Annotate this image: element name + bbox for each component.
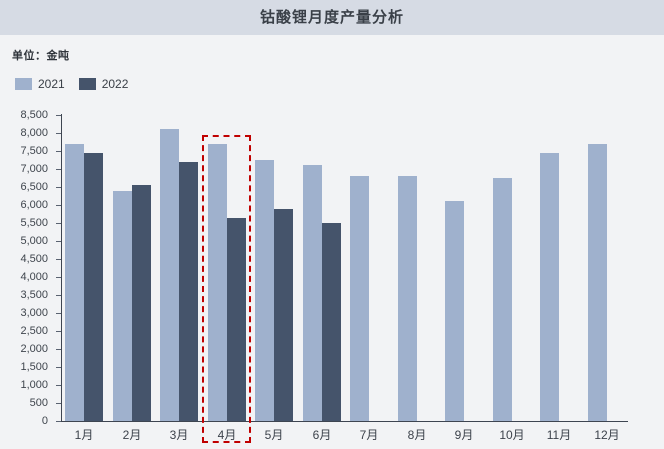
bar-2021-12月[interactable] (588, 144, 607, 421)
y-axis-tick (56, 133, 61, 134)
y-axis-tick-label: 6,500 (20, 181, 48, 193)
x-axis-tick-label: 8月 (407, 428, 427, 442)
bar-2022-4月[interactable] (227, 218, 246, 421)
y-axis-tick (56, 367, 61, 368)
bar-2021-7月[interactable] (350, 176, 369, 421)
y-axis-tick-label: 3,500 (20, 289, 48, 301)
x-axis-line (61, 421, 628, 422)
bar-2021-9月[interactable] (445, 201, 464, 421)
y-axis-tick-label: 7,500 (20, 145, 48, 157)
y-axis-tick-label: 4,000 (20, 271, 48, 283)
y-axis-tick (56, 331, 61, 332)
legend-item-2022[interactable]: 2022 (78, 77, 129, 91)
y-axis-tick-label: 6,000 (20, 199, 48, 211)
x-axis-tick-label: 9月 (454, 428, 474, 442)
title-bar: 钴酸锂月度产量分析 (0, 0, 664, 35)
bar-2021-10月[interactable] (493, 178, 512, 421)
y-axis-tick (56, 259, 61, 260)
y-axis-tick-label: 500 (29, 397, 48, 409)
bar-2021-4月[interactable] (208, 144, 227, 421)
legend-swatch-2021 (15, 78, 32, 90)
y-axis-tick-label: 7,000 (20, 163, 48, 175)
y-axis-tick-label: 0 (41, 415, 48, 427)
bar-2022-3月[interactable] (179, 162, 198, 421)
y-axis-tick (56, 205, 61, 206)
y-axis-tick (56, 277, 61, 278)
y-axis-tick (56, 349, 61, 350)
y-axis-tick (56, 151, 61, 152)
bar-2022-6月[interactable] (322, 223, 341, 421)
y-axis-tick-label: 2,500 (20, 325, 48, 337)
y-axis-tick-label: 1,500 (20, 361, 48, 373)
y-axis-tick (56, 169, 61, 170)
y-axis-tick-label: 2,000 (20, 343, 48, 355)
x-axis-tick-label: 12月 (594, 428, 620, 442)
x-axis-tick-label: 7月 (359, 428, 379, 442)
y-axis-tick-label: 1,000 (20, 379, 48, 391)
legend-label-2021: 2021 (38, 77, 65, 91)
y-axis-tick (56, 115, 61, 116)
y-axis-tick (56, 313, 61, 314)
y-axis-tick-label: 8,000 (20, 127, 48, 139)
legend-swatch-2022 (78, 78, 96, 90)
y-axis-tick-label: 3,000 (20, 307, 48, 319)
x-axis-tick-label: 5月 (264, 428, 284, 442)
x-axis-tick-label: 6月 (312, 428, 332, 442)
bar-2021-6月[interactable] (303, 165, 322, 421)
bar-2021-11月[interactable] (540, 153, 559, 421)
y-axis-tick-label: 4,500 (20, 253, 48, 265)
x-axis-tick-label: 3月 (169, 428, 189, 442)
y-axis-tick-label: 8,500 (20, 109, 48, 121)
y-axis-line (61, 114, 62, 422)
bar-2021-3月[interactable] (160, 129, 179, 421)
x-axis-tick-label: 11月 (546, 428, 572, 442)
legend-label-2022: 2022 (101, 77, 129, 91)
bar-2022-1月[interactable] (84, 153, 103, 421)
y-axis-tick (56, 421, 61, 422)
bar-2021-5月[interactable] (255, 160, 274, 421)
legend: 2021 2022 (15, 77, 128, 91)
x-axis-tick-label: 10月 (499, 428, 525, 442)
page-title: 钴酸锂月度产量分析 (259, 9, 404, 26)
unit-label: 单位：金吨 (12, 50, 70, 62)
legend-item-2021[interactable]: 2021 (15, 77, 65, 91)
bar-2021-8月[interactable] (398, 176, 417, 421)
y-axis-tick (56, 403, 61, 404)
bar-2021-1月[interactable] (65, 144, 84, 421)
y-axis-tick (56, 295, 61, 296)
bar-2022-5月[interactable] (274, 209, 293, 421)
y-axis-tick-label: 5,500 (20, 217, 48, 229)
y-axis-tick (56, 241, 61, 242)
x-axis-tick-label: 4月 (217, 428, 237, 442)
x-axis-tick-label: 2月 (122, 428, 142, 442)
bar-2021-2月[interactable] (113, 191, 132, 421)
y-axis-tick (56, 187, 61, 188)
y-axis-tick (56, 385, 61, 386)
x-axis-tick-label: 1月 (74, 428, 94, 442)
bar-2022-2月[interactable] (132, 185, 151, 421)
y-axis-tick-label: 5,000 (20, 235, 48, 247)
y-axis-tick (56, 223, 61, 224)
